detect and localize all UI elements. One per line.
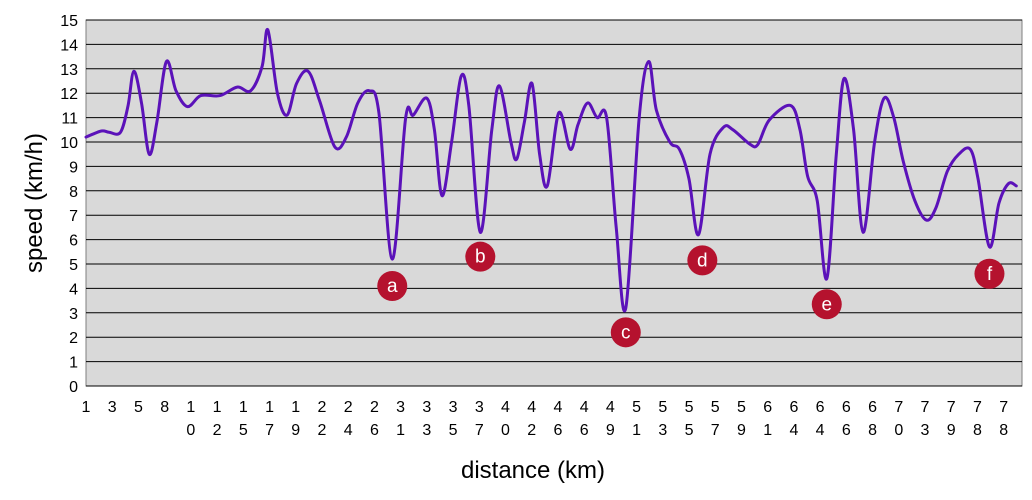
marker-label: f [987, 264, 993, 285]
marker-a: a [377, 270, 408, 301]
y-tick-label: 10 [60, 135, 78, 152]
gridlines [86, 19, 1022, 387]
x-axis-ticks: 1 3 5 8 1 01 21 51 71 92 22 42 63 13 33 53 74 04 24 64 64 95 1… [82, 399, 1009, 439]
y-tick-label: 3 [69, 306, 78, 323]
y-tick-label: 8 [69, 184, 78, 201]
y-tick-label: 14 [60, 37, 78, 54]
x-tick-label: 3 [108, 399, 117, 416]
speed-series-line [84, 28, 1018, 313]
x-axis-title: distance (km) [461, 457, 605, 484]
marker-circle [377, 270, 408, 301]
y-tick-label: 9 [69, 159, 78, 176]
y-axis-title: speed (km/h) [21, 133, 48, 273]
marker-circle [974, 258, 1005, 289]
x-tick-label: 1 [82, 399, 91, 416]
marker-circle [610, 317, 641, 348]
marker-label: a [387, 276, 398, 297]
y-tick-label: 0 [69, 379, 78, 396]
marker-label: d [697, 250, 708, 271]
y-tick-label: 12 [60, 86, 78, 103]
marker-d: d [687, 245, 718, 276]
marker-circle [687, 245, 718, 276]
y-tick-label: 1 [69, 355, 78, 372]
y-tick-label: 7 [69, 208, 78, 225]
marker-circle [465, 241, 496, 272]
marker-b: b [465, 241, 496, 272]
y-tick-label: 15 [60, 13, 78, 30]
marker-c: c [610, 317, 641, 348]
y-tick-label: 5 [69, 257, 78, 274]
y-tick-label: 6 [69, 233, 78, 250]
annotation-markers: a b c d e f [377, 241, 1005, 348]
y-tick-label: 11 [61, 111, 78, 128]
plot-area [85, 19, 1023, 387]
marker-f: f [974, 258, 1005, 289]
marker-e: e [811, 289, 842, 320]
marker-circle [811, 289, 842, 320]
x-tick-label: 5 [134, 399, 143, 416]
y-tick-label: 2 [69, 330, 78, 347]
marker-label: e [821, 294, 832, 315]
y-tick-label: 13 [60, 62, 78, 79]
x-tick-label: 8 [160, 399, 169, 416]
marker-label: b [475, 247, 486, 268]
y-tick-label: 4 [69, 281, 78, 298]
marker-label: c [621, 322, 631, 343]
